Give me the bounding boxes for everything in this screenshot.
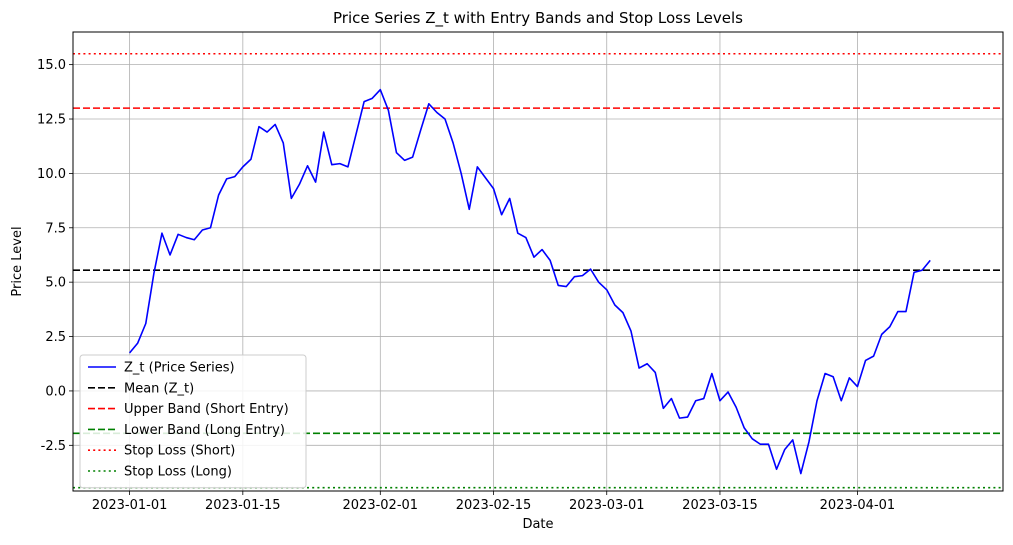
y-axis-label: Price Level xyxy=(10,226,25,296)
chart-title: Price Series Z_t with Entry Bands and St… xyxy=(333,9,743,28)
price-series-line xyxy=(128,88,931,475)
x-axis-label: Date xyxy=(522,517,553,532)
x-tick-label: 2023-01-01 xyxy=(92,498,168,513)
series-group xyxy=(128,88,931,475)
legend-box xyxy=(79,354,307,489)
y-tick-label: 10.0 xyxy=(37,167,66,182)
legend-label: Upper Band (Short Entry) xyxy=(124,402,289,417)
x-axis-ticks: 2023-01-01 2023-01-15 2023-02-01 2023-02-15… xyxy=(92,491,895,513)
legend: Z_t (Price Series) Mean (Z_t) Upper Band (… xyxy=(79,354,307,489)
x-tick-label: 2023-03-15 xyxy=(682,498,758,513)
x-tick-label: 2023-02-01 xyxy=(343,498,419,513)
y-tick-label: 5.0 xyxy=(45,276,66,291)
horizontal-levels xyxy=(73,52,1003,489)
y-tick-label: 2.5 xyxy=(45,330,66,345)
x-tick-label: 2023-04-01 xyxy=(820,498,896,513)
x-tick-label: 2023-03-01 xyxy=(569,498,645,513)
x-tick-label: 2023-02-15 xyxy=(456,498,532,513)
legend-label: Mean (Z_t) xyxy=(124,381,194,396)
y-tick-label: 12.5 xyxy=(37,113,66,128)
y-tick-label: 0.0 xyxy=(45,384,66,399)
legend-label: Stop Loss (Short) xyxy=(124,444,235,459)
legend-label: Stop Loss (Long) xyxy=(124,465,232,480)
plot-frame xyxy=(72,31,1004,492)
y-tick-label: -2.5 xyxy=(41,439,66,454)
y-tick-label: 7.5 xyxy=(45,221,66,236)
legend-label: Lower Band (Long Entry) xyxy=(124,423,285,438)
x-tick-label: 2023-01-15 xyxy=(205,498,281,513)
y-tick-label: 15.0 xyxy=(37,58,66,73)
y-axis-ticks: -2.5 0.0 2.5 5.0 7.5 10.0 12.5 15.0 xyxy=(37,58,73,454)
legend-label: Z_t (Price Series) xyxy=(124,361,235,376)
